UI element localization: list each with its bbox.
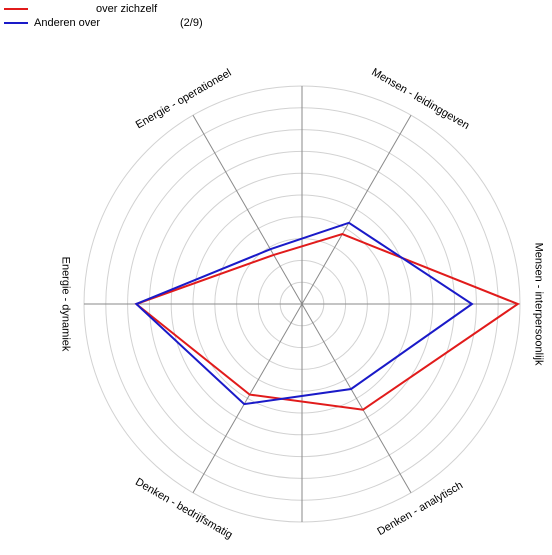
series-line-over-zichzelf [134, 233, 520, 411]
legend-label: over zichzelf [96, 3, 158, 15]
legend-item-anderen-over: Anderen over (2/9) [4, 16, 254, 30]
axis-spoke [192, 303, 303, 494]
legend-count: (2/9) [180, 17, 203, 29]
series-layer [134, 221, 520, 411]
axis-label: Mensen - interpersoonlijk [533, 243, 545, 366]
legend-label: Anderen over [34, 17, 101, 29]
axis-label: Energie - dynamiek [60, 257, 72, 352]
axis-spokes [84, 86, 520, 522]
axis-label: Denken - analytisch [375, 479, 465, 538]
axis-label: Denken - bedrijfsmatig [133, 476, 234, 541]
legend-swatch-red [4, 8, 28, 10]
axis-spoke [301, 114, 412, 305]
axis-spoke [192, 114, 303, 305]
legend: over zichzelf Anderen over (2/9) [4, 0, 254, 36]
series-line-anderen-over [134, 221, 474, 406]
legend-swatch-blue [4, 22, 28, 24]
axis-spoke [301, 303, 412, 494]
axis-label: Energie - operationeel [134, 67, 234, 132]
axis-label: Mensen - leidinggeven [369, 66, 471, 132]
legend-item-over-zichzelf: over zichzelf [4, 2, 254, 16]
